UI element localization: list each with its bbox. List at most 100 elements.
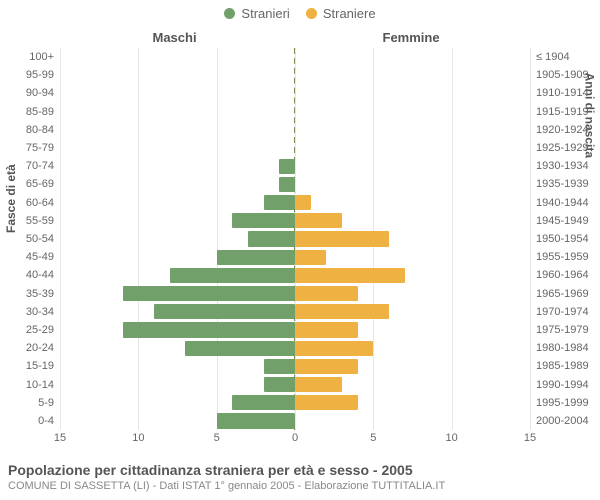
female-bar xyxy=(295,268,405,283)
x-tick-label: 10 xyxy=(446,432,458,444)
age-row: 85-891915-1919 xyxy=(60,103,530,121)
male-bar xyxy=(264,359,295,374)
male-half xyxy=(60,157,295,175)
male-half xyxy=(60,248,295,266)
female-bar xyxy=(295,341,373,356)
age-row: 100+≤ 1904 xyxy=(60,48,530,66)
age-row: 80-841920-1924 xyxy=(60,121,530,139)
male-bar xyxy=(264,195,295,210)
male-bar xyxy=(217,413,295,428)
female-half xyxy=(295,266,530,284)
male-half xyxy=(60,357,295,375)
male-half xyxy=(60,284,295,302)
x-tick-label: 10 xyxy=(132,432,144,444)
male-bar xyxy=(248,231,295,246)
age-row: 70-741930-1934 xyxy=(60,157,530,175)
age-row: 50-541950-1954 xyxy=(60,230,530,248)
birth-year-label: 1995-1999 xyxy=(530,397,589,409)
plot-area: 100+≤ 190495-991905-190990-941910-191485… xyxy=(60,48,530,430)
birth-year-label: 1980-1984 xyxy=(530,342,589,354)
male-bar xyxy=(170,268,295,283)
male-half xyxy=(60,394,295,412)
birth-year-label: 1965-1969 xyxy=(530,288,589,300)
population-pyramid-chart: StranieriStraniere Maschi Femmine Fasce … xyxy=(0,0,600,500)
birth-year-label: 1950-1954 xyxy=(530,233,589,245)
birth-year-label: 2000-2004 xyxy=(530,415,589,427)
age-row: 40-441960-1964 xyxy=(60,266,530,284)
age-label: 80-84 xyxy=(26,124,60,136)
female-half xyxy=(295,212,530,230)
male-bar xyxy=(264,377,295,392)
age-row: 35-391965-1969 xyxy=(60,284,530,302)
female-half xyxy=(295,339,530,357)
age-row: 5-91995-1999 xyxy=(60,394,530,412)
column-title-female: Femmine xyxy=(383,30,440,45)
age-label: 60-64 xyxy=(26,197,60,209)
birth-year-label: 1990-1994 xyxy=(530,379,589,391)
age-label: 75-79 xyxy=(26,142,60,154)
female-half xyxy=(295,84,530,102)
female-bar xyxy=(295,231,389,246)
x-tick-label: 15 xyxy=(54,432,66,444)
age-row: 45-491955-1959 xyxy=(60,248,530,266)
age-label: 95-99 xyxy=(26,69,60,81)
age-row: 20-241980-1984 xyxy=(60,339,530,357)
legend-swatch-icon xyxy=(224,8,235,19)
birth-year-label: 1920-1924 xyxy=(530,124,589,136)
female-bar xyxy=(295,395,358,410)
age-label: 65-69 xyxy=(26,178,60,190)
male-bar xyxy=(154,304,295,319)
age-label: 85-89 xyxy=(26,106,60,118)
chart-title: Popolazione per cittadinanza straniera p… xyxy=(8,462,592,478)
male-half xyxy=(60,321,295,339)
birth-year-label: 1925-1929 xyxy=(530,142,589,154)
female-half xyxy=(295,230,530,248)
age-row: 65-691935-1939 xyxy=(60,175,530,193)
birth-year-label: 1905-1909 xyxy=(530,69,589,81)
age-label: 15-19 xyxy=(26,360,60,372)
x-tick-label: 5 xyxy=(214,432,220,444)
female-bar xyxy=(295,377,342,392)
age-row: 10-141990-1994 xyxy=(60,375,530,393)
age-label: 50-54 xyxy=(26,233,60,245)
age-row: 60-641940-1944 xyxy=(60,194,530,212)
male-bar xyxy=(279,159,295,174)
female-bar xyxy=(295,359,358,374)
female-half xyxy=(295,284,530,302)
chart-subtitle: COMUNE DI SASSETTA (LI) - Dati ISTAT 1° … xyxy=(8,480,592,492)
age-label: 55-59 xyxy=(26,215,60,227)
age-label: 100+ xyxy=(29,51,60,63)
age-label: 25-29 xyxy=(26,324,60,336)
age-label: 10-14 xyxy=(26,379,60,391)
age-label: 0-4 xyxy=(38,415,60,427)
age-label: 30-34 xyxy=(26,306,60,318)
legend-label: Stranieri xyxy=(241,6,289,21)
female-bar xyxy=(295,195,311,210)
female-half xyxy=(295,194,530,212)
male-half xyxy=(60,339,295,357)
male-half xyxy=(60,230,295,248)
age-label: 20-24 xyxy=(26,342,60,354)
age-row: 0-42000-2004 xyxy=(60,412,530,430)
birth-year-label: 1945-1949 xyxy=(530,215,589,227)
x-tick-label: 5 xyxy=(370,432,376,444)
male-bar xyxy=(185,341,295,356)
legend-label: Straniere xyxy=(323,6,376,21)
x-axis: 15105051015 xyxy=(60,432,530,448)
female-half xyxy=(295,248,530,266)
female-half xyxy=(295,303,530,321)
birth-year-label: 1955-1959 xyxy=(530,251,589,263)
legend-item: Stranieri xyxy=(224,6,289,21)
female-bar xyxy=(295,213,342,228)
age-label: 45-49 xyxy=(26,251,60,263)
birth-year-label: 1915-1919 xyxy=(530,106,589,118)
age-row: 30-341970-1974 xyxy=(60,303,530,321)
birth-year-label: 1985-1989 xyxy=(530,360,589,372)
age-row: 95-991905-1909 xyxy=(60,66,530,84)
birth-year-label: ≤ 1904 xyxy=(530,51,570,63)
male-bar xyxy=(217,250,295,265)
female-half xyxy=(295,375,530,393)
female-bar xyxy=(295,304,389,319)
female-half xyxy=(295,157,530,175)
age-row: 75-791925-1929 xyxy=(60,139,530,157)
